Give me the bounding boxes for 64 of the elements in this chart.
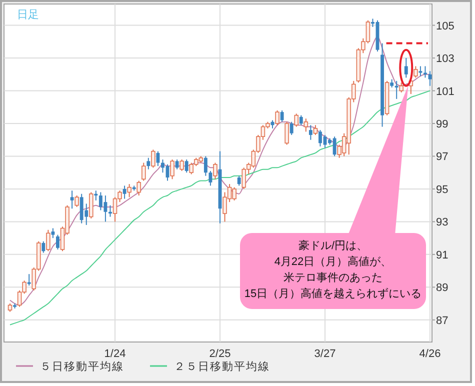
candlestick — [94, 190, 98, 201]
candlestick — [51, 228, 55, 239]
candlestick — [284, 121, 289, 146]
y-tick-label: 97 — [436, 151, 448, 164]
candlestick — [275, 110, 280, 126]
candlestick — [204, 156, 208, 176]
legend-label: ２５日移動平均線 — [174, 361, 270, 373]
candlestick — [394, 80, 398, 100]
candlestick — [213, 162, 218, 180]
candlestick — [74, 195, 79, 208]
line-series — [10, 36, 430, 306]
candlestick — [208, 170, 212, 186]
candlestick — [308, 124, 312, 140]
y-tick-label: 91 — [436, 249, 448, 262]
candlestick — [418, 66, 422, 77]
chart-title: 日足 — [17, 9, 39, 21]
y-tick-label: 105 — [436, 20, 454, 32]
candlestick — [299, 114, 303, 126]
y-tick-label: 103 — [436, 53, 454, 66]
candlestick — [184, 158, 188, 174]
candlestick — [136, 180, 141, 196]
candlestick — [280, 110, 284, 122]
candlestick — [156, 150, 160, 167]
legend-label: ５日移動平均線 — [40, 361, 124, 373]
candlestick — [146, 157, 150, 170]
candlestick — [175, 158, 179, 170]
candlestick — [108, 204, 112, 218]
candlestick — [399, 82, 404, 93]
candlestick — [404, 58, 408, 78]
y-tick-label: 95 — [436, 184, 448, 196]
x-tick-label: 2/25 — [209, 348, 231, 360]
candlestick — [151, 149, 156, 168]
y-tick-label: 101 — [436, 86, 454, 98]
candlestick — [294, 113, 298, 128]
annotation: 4月22日（月）高値が、 — [274, 255, 392, 268]
candlestick — [70, 190, 74, 210]
candlestick — [170, 158, 174, 180]
candlestick — [424, 66, 427, 78]
y-tick-label: 89 — [436, 282, 448, 294]
x-tick-label: 4/26 — [419, 348, 441, 360]
x-tick-label: 1/24 — [104, 348, 126, 360]
candlestick — [142, 162, 146, 182]
candlestick — [89, 192, 94, 219]
candlestick — [122, 185, 126, 200]
candlestick — [46, 229, 50, 252]
y-tick-label: 93 — [436, 216, 448, 229]
annotation: 豪ドル/円は、 — [298, 239, 368, 252]
candlestick — [237, 175, 241, 186]
candlestick — [313, 124, 318, 136]
candlestick — [56, 234, 60, 250]
annotation: 15日（月）高値を越えられずにいる — [244, 287, 422, 300]
candlestick — [290, 121, 294, 136]
candlestick — [428, 70, 432, 86]
candlestick — [304, 118, 308, 132]
line-series — [10, 90, 430, 326]
candlestick — [414, 66, 418, 78]
candlestick — [42, 240, 46, 254]
x-tick-label: 3/27 — [314, 348, 336, 360]
candlestick — [127, 184, 132, 198]
y-tick-label: 87 — [436, 314, 448, 327]
annotation: 米テロ事件のあった — [284, 271, 382, 284]
candlestick — [180, 158, 184, 172]
candlestick — [27, 274, 31, 286]
y-tick-label: 99 — [436, 118, 448, 130]
